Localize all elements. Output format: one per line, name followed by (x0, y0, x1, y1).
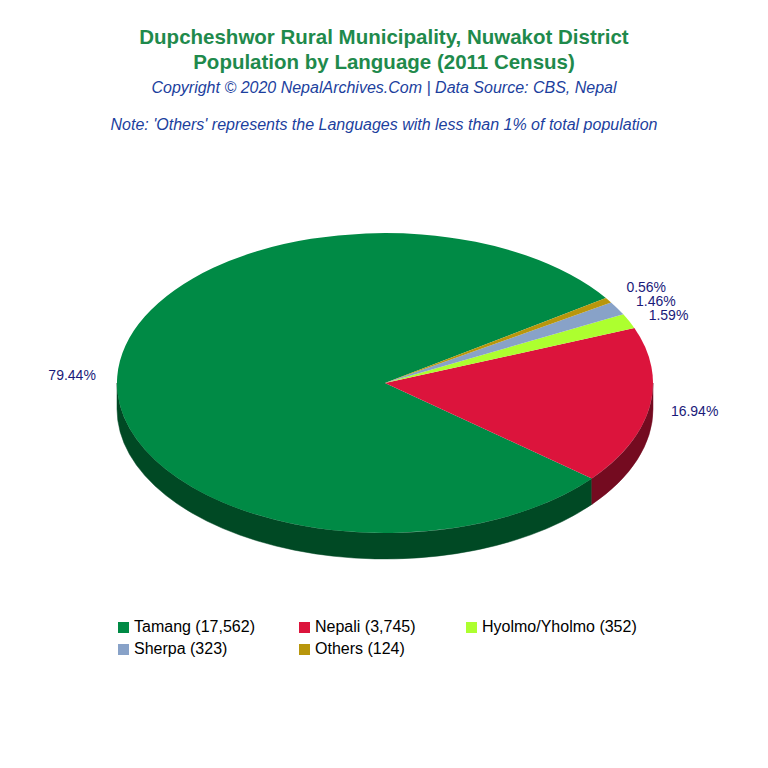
data-label: 0.56% (626, 279, 666, 295)
legend-item: Sherpa (323) (118, 640, 227, 657)
legend-swatch (466, 622, 477, 633)
data-label: 1.59% (649, 307, 689, 323)
pie-slice (385, 302, 623, 383)
data-labels: 79.44% 16.94% 1.59%1.46%0.56% (48, 279, 718, 419)
subtitle: Population by Language (2011 Census) (193, 50, 575, 73)
legend-item: Nepali (3,745) (299, 618, 416, 635)
pie (117, 233, 653, 559)
legend-swatch (299, 644, 310, 655)
legend-label: Nepali (3,745) (315, 618, 416, 635)
legend-label: Hyolmo/Yholmo (352) (482, 618, 637, 635)
annotation: Copyright © 2020 NepalArchives.Com | Dat… (151, 79, 616, 96)
legend-item: Hyolmo/Yholmo (352) (466, 618, 637, 635)
pie-slice (385, 314, 634, 383)
legend-swatch (118, 622, 129, 633)
data-label: 1.46% (636, 293, 676, 309)
legend-swatch (118, 644, 129, 655)
legend-item: Others (124) (299, 640, 405, 657)
pie-slice (385, 298, 611, 383)
legend-label: Others (124) (315, 640, 405, 657)
chart: Dupcheshwor Rural Municipality, Nuwakot … (0, 0, 768, 768)
background (0, 0, 768, 768)
legend-label: Tamang (17,562) (134, 618, 255, 635)
pie-top (117, 233, 653, 533)
legend-swatch (299, 622, 310, 633)
data-label: 79.44% (48, 367, 95, 383)
legend: Tamang (17,562) Nepali (3,745) Hyolmo/Yhol… (118, 618, 637, 657)
legend-item: Tamang (17,562) (118, 618, 255, 635)
legend-label: Sherpa (323) (134, 640, 227, 657)
title: Dupcheshwor Rural Municipality, Nuwakot … (139, 25, 629, 48)
annotation: Note: 'Others' represents the Languages … (111, 116, 658, 133)
data-label: 16.94% (671, 403, 718, 419)
